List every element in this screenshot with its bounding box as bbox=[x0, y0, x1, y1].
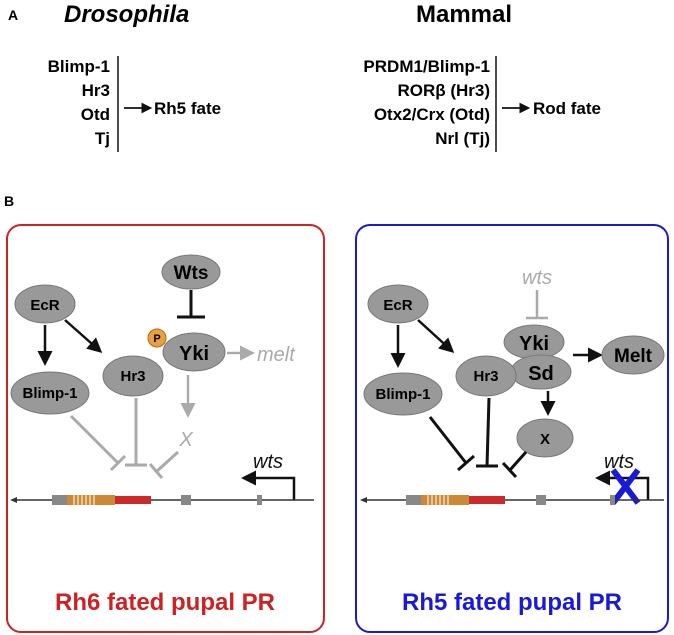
wts-promoter-arrow bbox=[241, 470, 296, 500]
ecr-to-hr3-arrow bbox=[417, 319, 455, 354]
gene-track bbox=[360, 495, 664, 505]
gene-label: Otd bbox=[81, 105, 110, 124]
blimp1-node-label: Blimp-1 bbox=[375, 386, 430, 403]
ecr-to-hr3-arrow bbox=[64, 319, 103, 353]
yki-node-label: Yki bbox=[179, 343, 209, 365]
blimp1-node-label: Blimp-1 bbox=[22, 385, 77, 402]
rh6-caption: Rh6 fated pupal PR bbox=[55, 589, 275, 616]
rh5-fate-label: Rh5 fate bbox=[154, 99, 221, 118]
x-node-label: X bbox=[540, 431, 550, 448]
rh5-panel: wts EcR Yki Sd Melt Hr3 Blimp-1 X bbox=[355, 224, 669, 633]
blocked-x-icon bbox=[610, 468, 641, 505]
ecr-node-label: EcR bbox=[383, 297, 412, 314]
sd-node-label: Sd bbox=[528, 363, 554, 385]
blimp1-inhibition bbox=[428, 416, 468, 464]
x-inhibition bbox=[154, 450, 180, 474]
blimp1-inhibition bbox=[69, 414, 120, 465]
hr3-node bbox=[102, 355, 164, 397]
wts-promoter-label: wts bbox=[253, 451, 283, 473]
gene-label: PRDM1/Blimp-1 bbox=[363, 57, 490, 76]
gene-label: Nrl (Tj) bbox=[435, 129, 490, 148]
panel-a-letter: A bbox=[8, 7, 18, 23]
rh5-panel-border bbox=[355, 224, 669, 633]
x-inhibition bbox=[508, 451, 528, 471]
gene-track bbox=[10, 495, 314, 505]
hr3-node bbox=[455, 355, 517, 397]
rh5-caption: Rh5 fated pupal PR bbox=[402, 589, 622, 616]
x-label: X bbox=[178, 429, 193, 451]
rh6-panel: Wts EcR Yki P melt Hr3 Blimp-1 X wts bbox=[6, 224, 325, 633]
wts-promoter-label: wts bbox=[604, 451, 634, 473]
gene-label: Otx2/Crx (Otd) bbox=[374, 105, 490, 124]
yki-node bbox=[162, 332, 226, 372]
wts-node-label: Wts bbox=[174, 263, 209, 284]
phospho-badge bbox=[147, 328, 167, 348]
ecr-node bbox=[367, 284, 429, 324]
x-node bbox=[516, 418, 574, 458]
panel-b-letter: B bbox=[4, 193, 14, 209]
melt-label: melt bbox=[257, 344, 296, 366]
blimp1-node bbox=[363, 372, 443, 416]
wts-promoter-arrow bbox=[595, 470, 650, 500]
hr3-node-label: Hr3 bbox=[120, 368, 145, 385]
rod-fate-label: Rod fate bbox=[533, 99, 601, 118]
panel-a: A Drosophila Mammal Blimp-1 Hr3 Otd Tj R… bbox=[8, 1, 601, 152]
mammal-header: Mammal bbox=[416, 1, 512, 28]
mammal-gene-list: PRDM1/Blimp-1 RORβ (Hr3) Otx2/Crx (Otd) … bbox=[363, 57, 490, 148]
gene-label: RORβ (Hr3) bbox=[397, 81, 490, 100]
gene-label: Hr3 bbox=[82, 81, 110, 100]
blimp1-node bbox=[10, 371, 90, 415]
rh6-panel-border bbox=[6, 224, 325, 633]
ecr-node-label: EcR bbox=[30, 297, 59, 314]
melt-node-label: Melt bbox=[614, 346, 653, 367]
melt-node bbox=[601, 335, 665, 375]
ecr-node bbox=[14, 284, 76, 324]
gene-label: Tj bbox=[95, 129, 110, 148]
hr3-node-label: Hr3 bbox=[473, 368, 498, 385]
phospho-label: P bbox=[153, 333, 160, 345]
drosophila-gene-list: Blimp-1 Hr3 Otd Tj bbox=[48, 57, 110, 148]
yki-node-label: Yki bbox=[519, 333, 549, 355]
hr3-inhibition bbox=[485, 397, 491, 467]
gene-label: Blimp-1 bbox=[48, 57, 110, 76]
drosophila-header: Drosophila bbox=[64, 1, 189, 28]
wts-inactive-label: wts bbox=[522, 267, 552, 289]
wts-node bbox=[161, 254, 221, 290]
